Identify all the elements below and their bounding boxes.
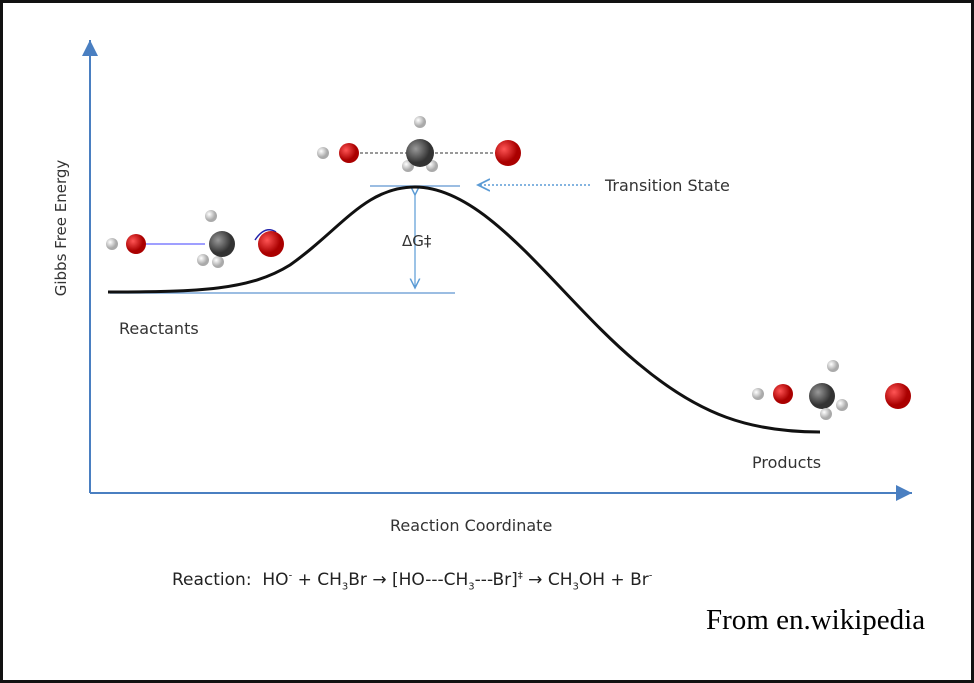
equation-part: - bbox=[648, 570, 653, 582]
equation-part: 3 bbox=[572, 581, 579, 593]
source: From en.wikipedia bbox=[706, 604, 926, 636]
equation-part: Br → [HO---CH bbox=[348, 570, 469, 590]
ts-molecule bbox=[317, 116, 521, 172]
equation-part: ---Br] bbox=[474, 570, 518, 590]
reaction: Reaction: HO- + CH3Br → [HO---CH3---Br]‡… bbox=[172, 570, 652, 592]
equation-part: - bbox=[288, 570, 293, 582]
equation-part: 3 bbox=[341, 581, 349, 593]
equation-part: HO bbox=[262, 570, 289, 590]
ts-label: Transition State bbox=[605, 176, 730, 195]
energy-curve bbox=[107, 185, 821, 434]
product-molecules bbox=[752, 360, 911, 420]
products-label: Products bbox=[752, 453, 822, 472]
y-axis-label: Gibbs Free Energy bbox=[52, 160, 70, 297]
equation-part: OH + Br bbox=[578, 570, 649, 590]
reaction-label: Reaction: bbox=[172, 570, 252, 590]
equation-part: + CH bbox=[292, 570, 342, 590]
equation-part: ‡ bbox=[517, 570, 523, 582]
reaction-equation: HO- + CH3Br → [HO---CH3---Br]‡ → CH3OH +… bbox=[262, 570, 653, 593]
x-axis-label: Reaction Coordinate bbox=[390, 516, 553, 535]
reactant-molecules bbox=[106, 210, 284, 268]
equation-part: → CH bbox=[522, 570, 573, 590]
delta-g-label: ΔG‡ bbox=[402, 232, 432, 250]
reactants-label: Reactants bbox=[119, 319, 199, 338]
equation-part: 3 bbox=[468, 581, 475, 593]
